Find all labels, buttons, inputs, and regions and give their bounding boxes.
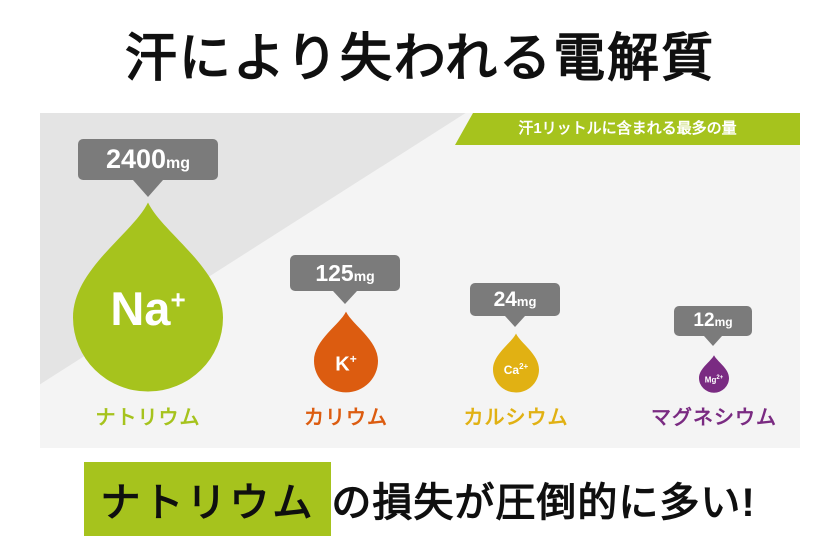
electrolyte-name: ナトリウム [95, 407, 201, 429]
ion-charge: 2+ [519, 362, 529, 371]
amount-value: 125 [315, 260, 354, 286]
amount-callout: 125mg [290, 255, 400, 304]
amount-unit: mg [353, 268, 375, 284]
amount-value: 12 [693, 310, 715, 331]
electrolyte-name: カルシウム [463, 407, 569, 429]
amount-callout: 24mg [470, 283, 560, 327]
droplet-path [493, 333, 539, 393]
ion-symbol: K+ [314, 353, 378, 375]
droplet-path [73, 202, 223, 392]
droplet-icon [73, 202, 223, 392]
amount-unit: mg [166, 155, 191, 172]
droplet-icon [699, 355, 729, 393]
ion-charge: 2+ [716, 375, 724, 381]
ion-symbol: Mg2+ [699, 375, 729, 385]
callout-pointer [704, 336, 722, 346]
ion-symbol: Na+ [73, 285, 223, 332]
ion-element: K [335, 353, 350, 376]
callout-pointer [133, 180, 163, 197]
amount-unit: mg [516, 294, 537, 309]
amount-callout: 2400mg [78, 139, 218, 197]
conclusion-line: ナトリウム の損失が圧倒的に多い! [0, 462, 840, 536]
droplet-icon [493, 333, 539, 393]
ion-element: Na [110, 282, 171, 335]
callout-pointer [505, 316, 525, 327]
electrolyte-name: カリウム [304, 407, 388, 429]
amount-value: 2400 [105, 144, 167, 174]
droplet-path [314, 311, 378, 393]
banner-label: 汗1リットルに含まれる最多の量 [455, 113, 800, 145]
ion-charge: + [349, 352, 357, 366]
ion-element: Ca [503, 363, 520, 377]
amount-unit: mg [714, 315, 733, 329]
amount-callout: 12mg [674, 306, 752, 346]
ion-symbol: Ca2+ [493, 362, 539, 377]
page-title: 汗により失われる電解質 [124, 30, 716, 88]
ion-element: Mg [704, 375, 717, 385]
electrolyte-name: マグネシウム [651, 407, 777, 429]
droplet-path [699, 355, 729, 393]
conclusion-highlight: ナトリウム [84, 462, 332, 536]
callout-pointer [333, 291, 357, 304]
droplet-icon [314, 311, 378, 393]
ion-charge: + [170, 284, 186, 315]
chart-panel: 汗1リットルに含まれる最多の量 2400mg Na+ ナトリウム 125mg K… [40, 113, 800, 448]
conclusion-text: の損失が圧倒的に多い! [331, 481, 756, 525]
amount-value: 24 [493, 288, 517, 311]
